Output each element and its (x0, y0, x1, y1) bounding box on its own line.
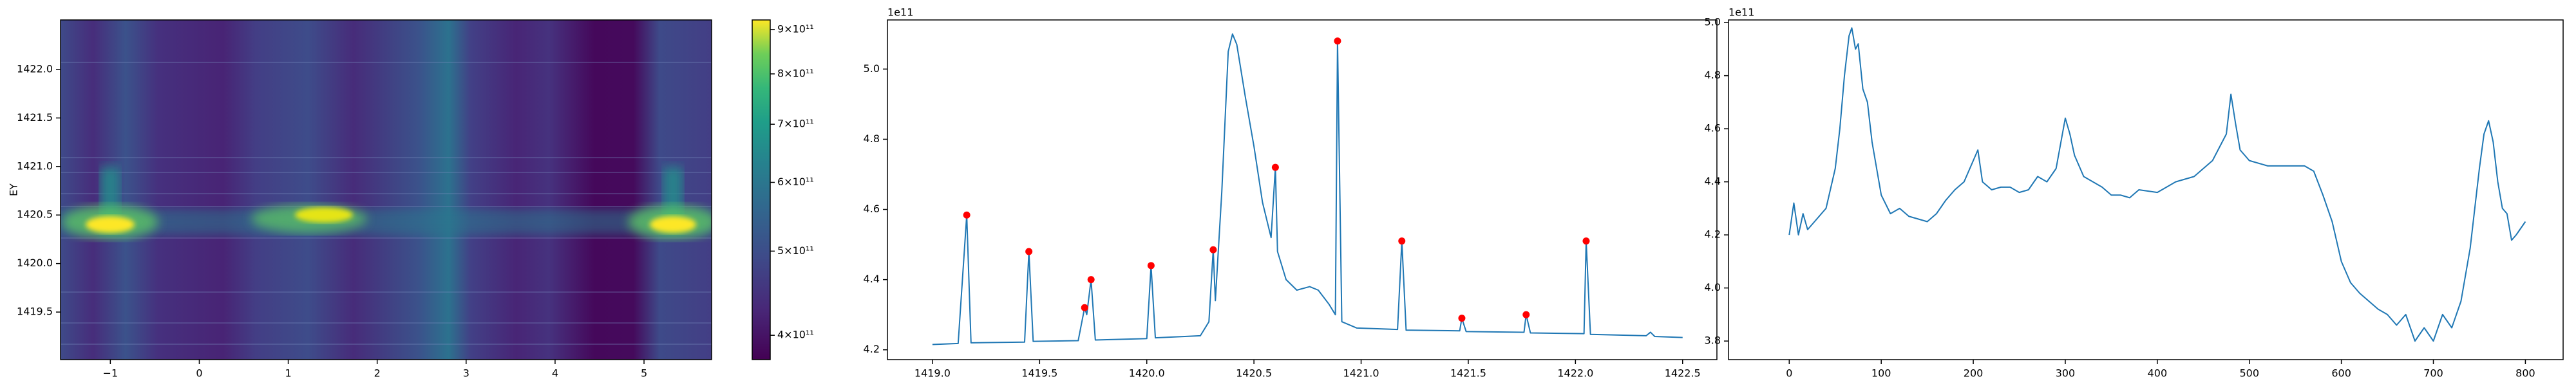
colorbar-tick-label: 8×10¹¹ (777, 67, 814, 79)
axes-frame (887, 19, 1718, 360)
peak-marker (1147, 262, 1155, 270)
x-tick-label: 1 (285, 367, 291, 380)
y-tick-label: 1420.0 (17, 257, 53, 269)
heatmap-image (61, 20, 712, 360)
y-axis-label: EY (8, 183, 20, 196)
peak-marker (1209, 246, 1217, 253)
y-tick-label: 4.4 (1705, 175, 1721, 187)
y-tick-label: 1421.0 (17, 160, 53, 172)
peak-marker (1398, 237, 1406, 245)
y-offset-label: 1e11 (887, 6, 913, 19)
peak-marker (1081, 304, 1088, 311)
x-tick-label: 1422.5 (1665, 367, 1701, 380)
x-tick-label: −1 (103, 367, 118, 380)
peak-marker (1025, 248, 1033, 255)
y-tick-label: 3.8 (1705, 335, 1721, 347)
axes-frame (1728, 19, 2564, 360)
peak-marker (1458, 315, 1466, 322)
y-tick-label: 1420.5 (17, 208, 53, 221)
x-tick-label: 4 (552, 367, 558, 380)
data-line (1788, 27, 2526, 342)
y-tick-label: 5.0 (864, 62, 880, 75)
colorbar (752, 20, 770, 360)
x-tick-label: 1421.5 (1450, 367, 1486, 380)
x-tick-label: 3 (463, 367, 469, 380)
x-tick-label: 700 (2423, 367, 2443, 380)
y-tick-label: 4.2 (1705, 228, 1721, 241)
y-tick-label: 4.6 (864, 203, 880, 215)
x-tick-label: 1420.0 (1129, 367, 1165, 380)
peak-marker (1334, 37, 1341, 45)
x-tick-label: 800 (2515, 367, 2535, 380)
x-tick-label: 5 (641, 367, 647, 380)
axes-frame (60, 19, 712, 360)
x-tick-label: 1419.5 (1021, 367, 1057, 380)
y-tick-label: 4.0 (1705, 281, 1721, 293)
colorbar-tick-label: 7×10¹¹ (777, 118, 814, 130)
x-tick-label: 1420.5 (1236, 367, 1272, 380)
x-tick-label: 0 (196, 367, 202, 380)
x-tick-label: 1421.0 (1343, 367, 1379, 380)
x-tick-label: 600 (2331, 367, 2351, 380)
y-tick-label: 4.4 (864, 273, 880, 285)
x-tick-label: 500 (2239, 367, 2259, 380)
y-tick-label: 1419.5 (17, 306, 53, 318)
y-tick-label: 1421.5 (17, 111, 53, 124)
y-tick-label: 5.0 (1705, 16, 1721, 28)
colorbar-tick-label: 4×10¹¹ (777, 329, 814, 341)
peak-marker (1271, 163, 1279, 171)
x-tick-label: 300 (2056, 367, 2076, 380)
data-line (932, 33, 1683, 345)
colorbar-tick-label: 6×10¹¹ (777, 176, 814, 188)
x-tick-label: 200 (1964, 367, 1984, 380)
y-tick-label: 4.8 (864, 133, 880, 145)
y-offset-label: 1e11 (1728, 6, 1754, 19)
y-tick-label: 4.2 (864, 343, 880, 355)
colorbar-tick-label: 9×10¹¹ (777, 23, 814, 35)
peak-marker (1582, 237, 1590, 245)
peak-marker (963, 211, 971, 219)
colorbar-tick-label: 5×10¹¹ (777, 244, 814, 257)
peak-marker (1087, 276, 1095, 284)
x-tick-label: 1419.0 (914, 367, 951, 380)
y-tick-label: 4.6 (1705, 122, 1721, 134)
x-tick-label: 100 (1871, 367, 1891, 380)
x-tick-label: 2 (374, 367, 381, 380)
y-tick-label: 4.8 (1705, 69, 1721, 81)
peak-marker (1522, 311, 1530, 318)
y-tick-label: 1422.0 (17, 62, 53, 75)
x-tick-label: 1422.0 (1557, 367, 1593, 380)
x-tick-label: 400 (2148, 367, 2168, 380)
colorbar-frame (752, 19, 771, 360)
x-tick-label: 0 (1786, 367, 1792, 380)
